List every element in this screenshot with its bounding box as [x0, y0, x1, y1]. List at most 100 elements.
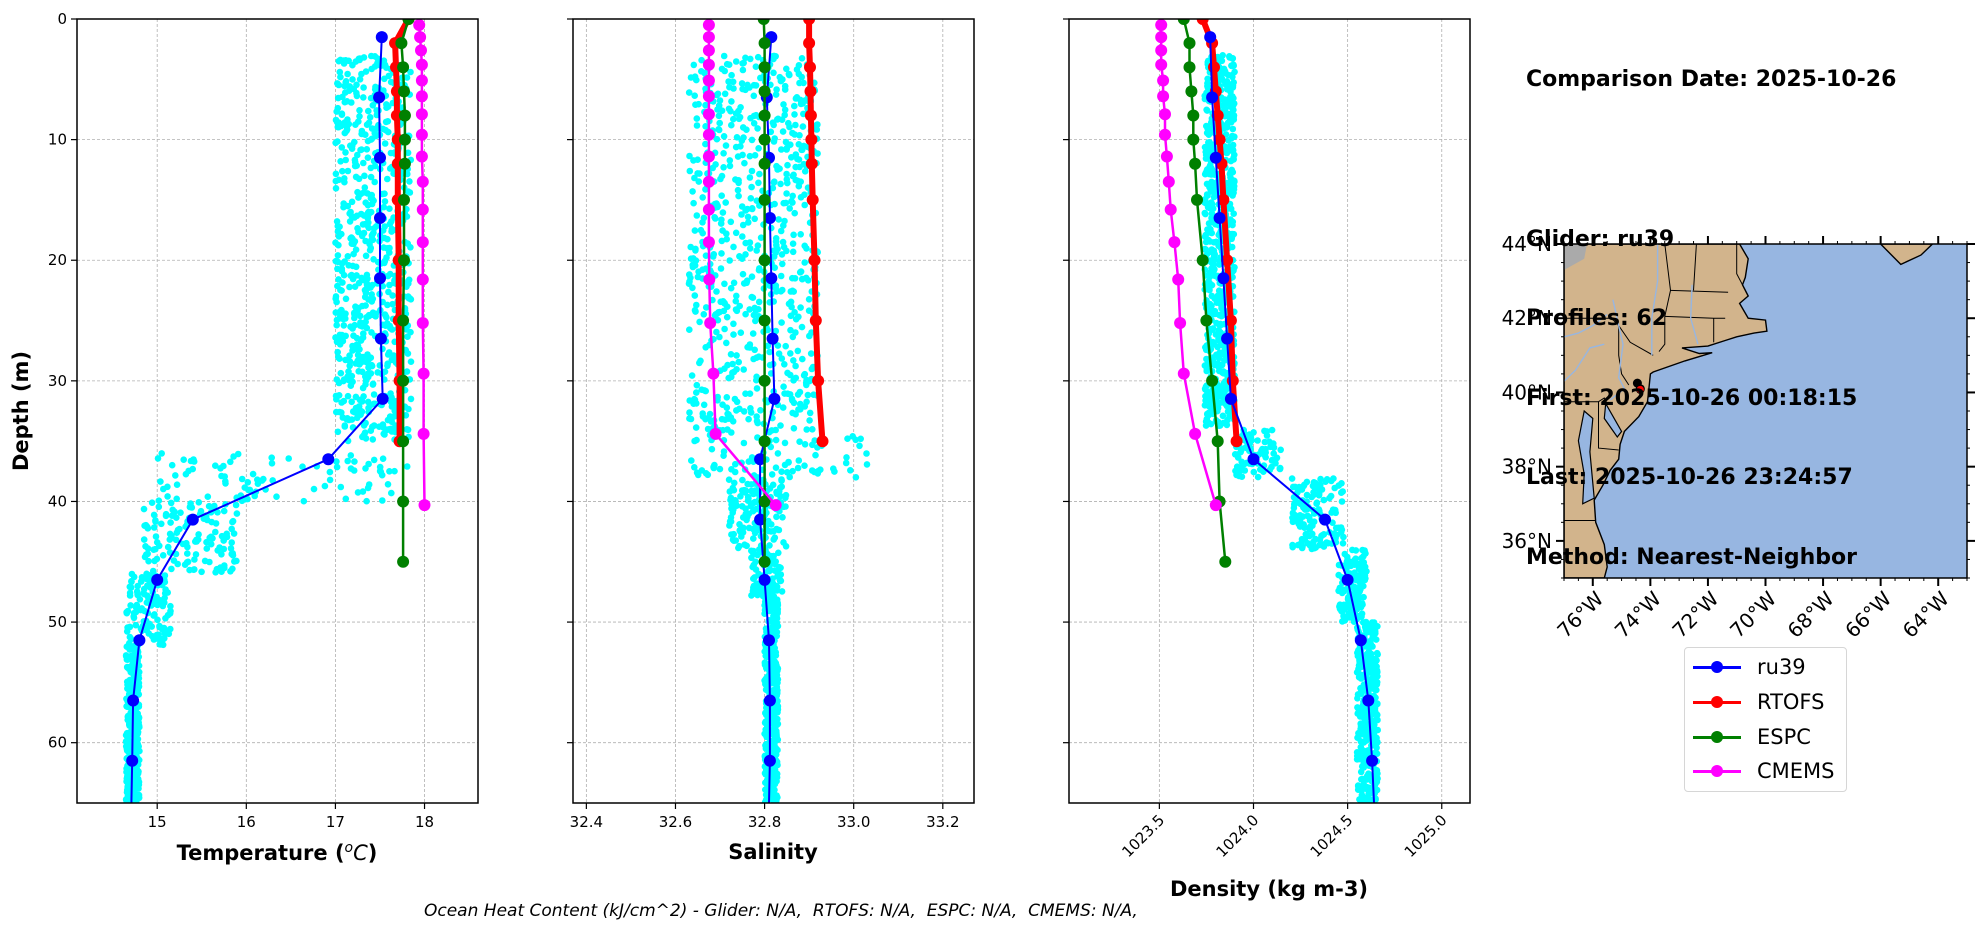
- scatter-point: [1289, 543, 1296, 551]
- scatter-point: [770, 731, 777, 739]
- scatter-point: [734, 186, 742, 194]
- scatter-point: [1337, 524, 1345, 531]
- scatter-point: [788, 395, 796, 403]
- scatter-point: [184, 558, 192, 566]
- x-tick-label: 1025.0: [1401, 811, 1451, 861]
- scatter-point: [755, 179, 762, 187]
- scatter-point: [698, 386, 705, 394]
- scatter-point: [728, 98, 735, 105]
- scatter-point: [730, 115, 737, 123]
- scatter-point: [1300, 521, 1307, 528]
- data-point-cmems: [1177, 367, 1190, 380]
- scatter-point: [693, 122, 701, 129]
- scatter-point: [233, 510, 241, 517]
- data-point-cmems: [702, 44, 715, 57]
- scatter-point: [1366, 685, 1374, 693]
- scatter-point: [368, 362, 376, 370]
- scatter-point: [1291, 483, 1299, 491]
- scatter-point: [1254, 473, 1262, 481]
- scatter-point: [405, 280, 412, 287]
- scatter-point: [152, 533, 160, 540]
- scatter-point: [154, 455, 162, 462]
- scatter-point: [739, 66, 747, 74]
- scatter-point: [363, 121, 371, 128]
- scatter-point: [831, 468, 838, 475]
- scatter-point: [227, 545, 235, 552]
- scatter-point: [123, 608, 130, 616]
- scatter-point: [1215, 327, 1223, 334]
- scatter-point: [685, 280, 693, 288]
- scatter-point: [198, 568, 205, 576]
- scatter-point: [354, 351, 362, 359]
- data-point-espc: [757, 19, 770, 25]
- scatter-point: [803, 426, 810, 433]
- scatter-point: [349, 347, 356, 354]
- scatter-point: [738, 80, 746, 87]
- scatter-point: [365, 296, 372, 303]
- scatter-point: [344, 392, 352, 400]
- scatter-point: [335, 354, 342, 361]
- scatter-point: [346, 362, 354, 370]
- scatter-point: [790, 357, 797, 364]
- scatter-point: [755, 145, 762, 152]
- scatter-point: [368, 195, 376, 203]
- scatter-point: [360, 159, 367, 167]
- scatter-point: [1343, 558, 1351, 565]
- scatter-point: [368, 311, 376, 319]
- scatter-point: [749, 587, 757, 595]
- scatter-point: [1220, 419, 1227, 427]
- scatter-point: [407, 395, 415, 403]
- scatter-point: [368, 125, 376, 132]
- scatter-point: [1228, 62, 1235, 69]
- scatter-point: [770, 713, 777, 720]
- scatter-point: [773, 513, 780, 521]
- scatter-point: [740, 439, 748, 447]
- scatter-point: [353, 272, 360, 279]
- scatter-point: [706, 410, 714, 418]
- scatter-point: [180, 456, 187, 464]
- scatter-point: [847, 467, 854, 474]
- scatter-point: [775, 216, 782, 223]
- scatter-point: [130, 614, 138, 622]
- scatter-point: [814, 150, 821, 157]
- scatter-point: [1206, 273, 1214, 281]
- data-point-ru39: [1213, 212, 1226, 224]
- data-point-espc: [758, 314, 771, 327]
- scatter-point: [388, 225, 396, 233]
- temperature-axis-label: Temperature (oC): [177, 840, 378, 865]
- scatter-point: [365, 404, 372, 412]
- scatter-point: [326, 476, 334, 484]
- scatter-point: [1355, 560, 1363, 568]
- scatter-point: [754, 125, 761, 132]
- method: Method: Nearest-Neighbor: [1526, 544, 1857, 570]
- scatter-point: [787, 312, 795, 320]
- data-point-rtofs: [804, 61, 816, 74]
- data-point-cmems: [415, 58, 428, 71]
- scatter-point: [732, 58, 740, 65]
- scatter-point: [370, 456, 378, 464]
- scatter-point: [1355, 706, 1363, 713]
- scatter-point: [720, 164, 727, 171]
- scatter-point: [404, 149, 412, 157]
- scatter-point: [144, 524, 151, 532]
- scatter-point: [1233, 463, 1241, 471]
- scatter-point: [1298, 544, 1306, 552]
- scatter-point: [138, 574, 146, 581]
- scatter-point: [779, 260, 786, 268]
- scatter-point: [1328, 509, 1335, 516]
- scatter-point: [751, 574, 758, 581]
- scatter-point: [737, 104, 744, 111]
- scatter-point: [1250, 468, 1258, 476]
- x-tick-label: 17: [326, 813, 345, 831]
- data-point-espc: [1185, 85, 1198, 98]
- scatter-point: [778, 355, 786, 362]
- scatter-point: [801, 168, 809, 175]
- scatter-point: [387, 78, 395, 86]
- scatter-point: [742, 505, 749, 512]
- scatter-point: [686, 409, 693, 416]
- data-point-cmems: [418, 499, 431, 512]
- scatter-point: [340, 310, 348, 317]
- land: [1564, 244, 1768, 578]
- scatter-point: [134, 590, 141, 598]
- scatter-point: [1318, 486, 1326, 493]
